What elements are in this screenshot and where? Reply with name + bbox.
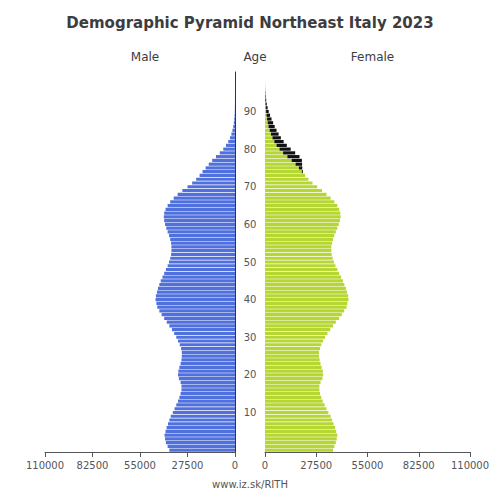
svg-text:82500: 82500 (77, 460, 109, 471)
svg-text:Female: Female (351, 50, 394, 64)
svg-text:20: 20 (244, 369, 257, 380)
svg-text:82500: 82500 (403, 460, 435, 471)
svg-text:0: 0 (262, 460, 268, 471)
svg-text:110000: 110000 (451, 460, 489, 471)
svg-text:Demographic Pyramid Northeast: Demographic Pyramid Northeast Italy 2023 (66, 14, 433, 32)
svg-text:Male: Male (131, 50, 159, 64)
svg-text:www.iz.sk/RITH: www.iz.sk/RITH (212, 479, 288, 490)
svg-text:55000: 55000 (352, 460, 384, 471)
svg-text:60: 60 (244, 219, 257, 230)
svg-text:80: 80 (244, 144, 257, 155)
svg-text:27500: 27500 (172, 460, 204, 471)
svg-text:27500: 27500 (300, 460, 332, 471)
svg-text:50: 50 (244, 257, 257, 268)
svg-text:Age: Age (243, 50, 266, 64)
svg-text:40: 40 (244, 294, 257, 305)
svg-text:10: 10 (244, 407, 257, 418)
svg-text:90: 90 (244, 106, 257, 117)
svg-text:110000: 110000 (26, 460, 64, 471)
svg-text:30: 30 (244, 332, 257, 343)
svg-text:55000: 55000 (124, 460, 156, 471)
svg-text:70: 70 (244, 181, 257, 192)
svg-text:0: 0 (232, 460, 238, 471)
